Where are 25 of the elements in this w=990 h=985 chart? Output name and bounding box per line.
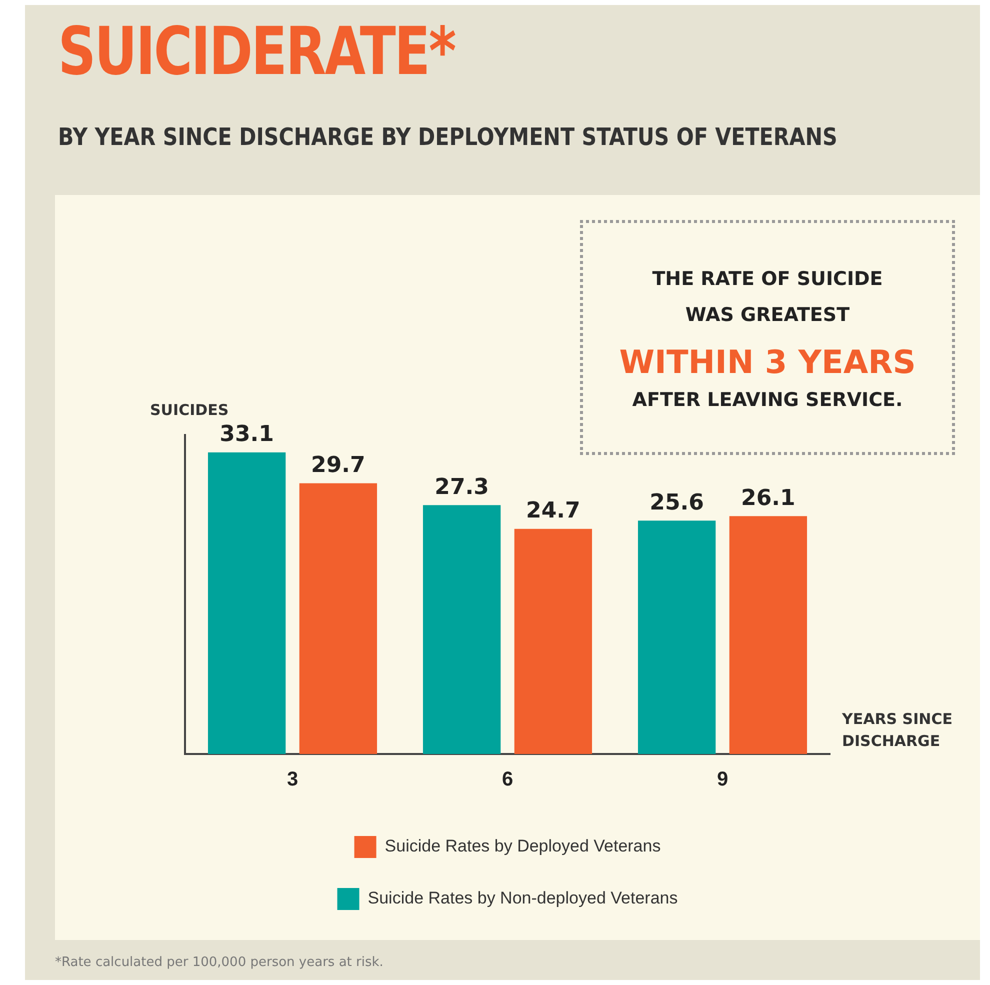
y-axis-title: SUICIDES <box>150 401 229 419</box>
x-tick-label: 9 <box>716 768 728 791</box>
x-axis-title: YEARS SINCE DISCHARGE <box>841 710 952 750</box>
text: WITHIN 3 YEARS <box>618 343 917 381</box>
data-label: 27.3 <box>434 474 489 500</box>
x-tick-label: 6 <box>502 768 514 791</box>
data-label: 29.7 <box>311 453 366 478</box>
x-tick-label: 3 <box>286 768 298 791</box>
data-label: 25.6 <box>650 490 704 516</box>
chart-title: SUICIDERATE* <box>58 13 455 90</box>
text: *Rate calculated per 100,000 person years at risk. <box>55 955 384 970</box>
bar <box>422 505 501 754</box>
bar <box>514 528 592 754</box>
bar <box>638 520 716 754</box>
bar <box>208 452 286 754</box>
data-label: 26.1 <box>741 486 796 511</box>
text: THE RATE OF SUICIDE WAS GREATEST <box>651 267 884 328</box>
text: AFTER LEAVING SERVICE. <box>631 389 904 411</box>
chart-subtitle: BY YEAR SINCE DISCHARGE BY DEPLOYMENT STATUS OF VETERANS <box>58 123 838 151</box>
bar <box>299 483 378 754</box>
bar <box>729 516 808 754</box>
legend-label: Suicide Rates by Non-deployed Veterans <box>368 888 678 908</box>
legend-label: Suicide Rates by Deployed Veterans <box>384 836 661 856</box>
data-label: 24.7 <box>526 498 580 524</box>
data-label: 33.1 <box>220 422 274 448</box>
